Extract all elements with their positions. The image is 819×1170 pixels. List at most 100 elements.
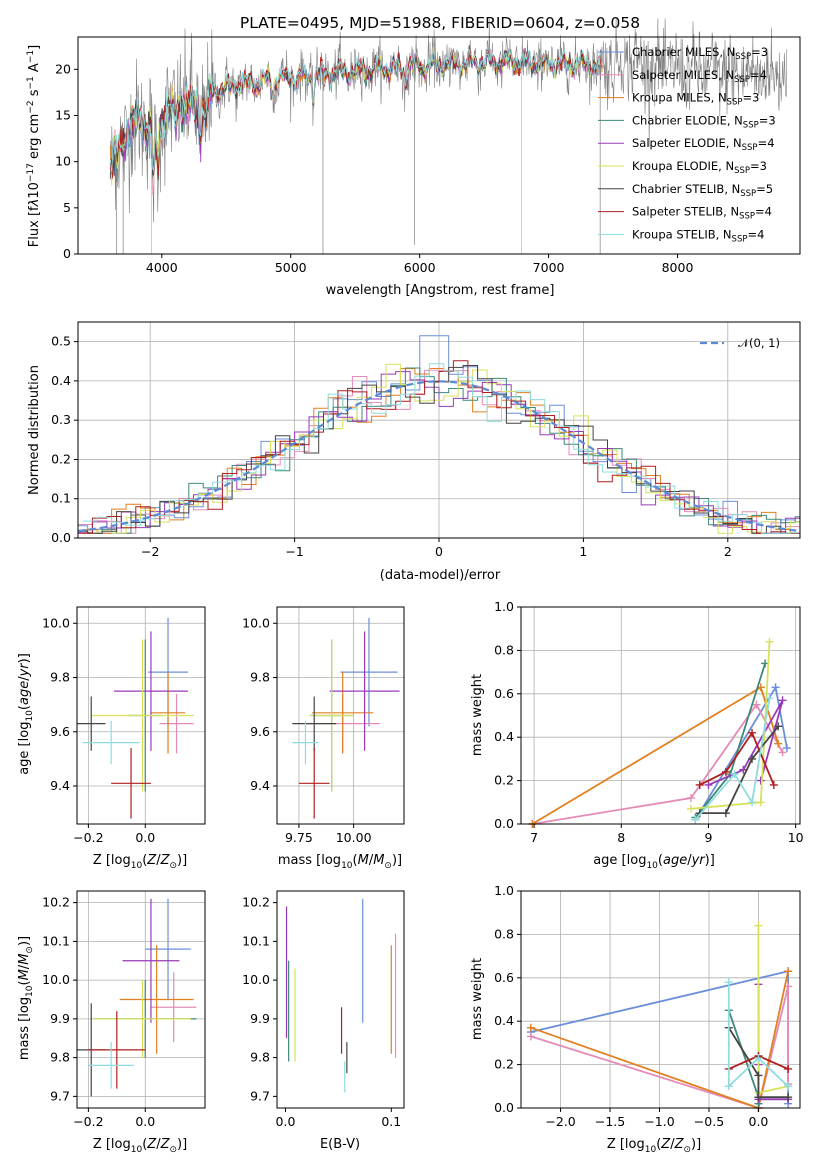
legend-entry: Kroupa ELODIE, NSSP=3 xyxy=(632,159,767,176)
weight-line xyxy=(694,697,771,821)
ebv-mass-xlabel: E(B-V) xyxy=(320,1137,360,1152)
age-weight-xlabel: age [log10(age/yr)] xyxy=(593,853,715,871)
y-tick-label: 0.4 xyxy=(494,729,514,744)
weight-marker xyxy=(691,815,700,824)
weight-marker xyxy=(771,683,780,692)
weight-marker xyxy=(687,793,696,802)
weight-marker xyxy=(756,776,765,785)
weight-marker xyxy=(724,978,733,987)
spectrum-legend: Chabrier MILES, NSSP=3 Salpeter MILES, NS… xyxy=(598,45,776,244)
Z-weight-ylabel: mass weight xyxy=(470,958,485,1040)
y-tick-label: 9.8 xyxy=(50,670,70,685)
y-tick-label: 9.8 xyxy=(250,1050,270,1065)
y-tick-label: 15 xyxy=(55,107,71,122)
x-tick-label: 7000 xyxy=(533,260,565,275)
weight-line xyxy=(727,982,789,1089)
weight-marker xyxy=(765,694,774,703)
y-tick-label: 9.9 xyxy=(250,1011,270,1026)
gaussian-curve xyxy=(77,380,801,533)
weight-marker xyxy=(752,700,761,709)
mass-age-xlabel: mass [log10(M/M⊙)] xyxy=(278,853,402,871)
x-tick-label: 9.75 xyxy=(285,830,313,845)
weight-marker xyxy=(526,1032,535,1041)
x-tick-label: −0.2 xyxy=(73,1114,103,1129)
y-tick-label: 0 xyxy=(63,246,71,261)
x-tick-label: 5000 xyxy=(275,260,307,275)
y-tick-label: 9.4 xyxy=(250,778,270,793)
y-tick-label: 9.8 xyxy=(250,670,270,685)
x-tick-label: 0 xyxy=(435,544,443,559)
y-tick-label: 0.6 xyxy=(494,970,514,985)
y-tick-label: 10.2 xyxy=(242,895,270,910)
legend-entry: Salpeter STELIB, NSSP=4 xyxy=(632,205,772,222)
x-tick-label: 10 xyxy=(788,830,804,845)
panel-frame xyxy=(520,606,801,825)
weight-marker xyxy=(754,1071,763,1080)
weight-marker xyxy=(778,748,787,757)
x-tick-label: −1.5 xyxy=(595,1114,625,1129)
y-tick-label: 0.2 xyxy=(494,1057,514,1072)
weight-marker xyxy=(784,1093,793,1102)
Z-mass-ylabel: mass [log10(M/M⊙)] xyxy=(17,936,35,1060)
weight-marker xyxy=(526,1023,535,1032)
x-tick-label: 8 xyxy=(617,830,625,845)
x-tick-label: 0.1 xyxy=(381,1114,401,1129)
x-tick-label: 8000 xyxy=(662,260,694,275)
weight-marker xyxy=(748,798,757,807)
y-tick-label: 0.4 xyxy=(494,1013,514,1028)
weight-line xyxy=(699,725,779,814)
y-tick-label: 9.8 xyxy=(50,1050,70,1065)
weight-line xyxy=(532,702,784,825)
weight-marker xyxy=(754,1093,763,1102)
residual-histogram xyxy=(78,360,800,534)
Z-mass-xlabel: Z [log10(Z/Z⊙)] xyxy=(93,1137,187,1155)
legend-entry: Salpeter MILES, NSSP=4 xyxy=(632,68,767,85)
weight-marker xyxy=(724,1082,733,1091)
x-tick-label: 10.00 xyxy=(336,830,372,845)
y-tick-label: 0.0 xyxy=(494,1100,514,1115)
x-tick-label: 0.0 xyxy=(135,1114,155,1129)
x-tick-label: 6000 xyxy=(404,260,436,275)
spectrum-xlabel: wavelength [Angstrom, rest frame] xyxy=(326,283,555,298)
y-tick-label: 0.4 xyxy=(51,373,71,388)
weight-marker xyxy=(765,637,774,646)
weight-marker xyxy=(774,722,783,731)
y-tick-label: 10 xyxy=(55,154,71,169)
x-tick-label: 7 xyxy=(530,830,538,845)
residual-histogram xyxy=(82,363,800,534)
Z-age-ylabel: age [log10(age/yr)] xyxy=(17,653,35,775)
y-tick-label: 10.0 xyxy=(42,972,70,987)
y-tick-label: 9.4 xyxy=(50,778,70,793)
y-tick-label: 0.1 xyxy=(51,491,71,506)
panel-frame xyxy=(276,606,405,825)
x-tick-label: −1 xyxy=(285,544,303,559)
y-tick-label: 10.0 xyxy=(242,615,270,630)
weight-line xyxy=(728,1027,789,1099)
weight-marker xyxy=(695,780,704,789)
x-tick-label: −2 xyxy=(141,544,159,559)
residual-histogram xyxy=(78,367,800,534)
panel-frame xyxy=(76,890,206,1109)
x-tick-label: −1.0 xyxy=(644,1114,674,1129)
legend-entry: Chabrier ELODIE, NSSP=3 xyxy=(632,113,776,130)
weight-marker xyxy=(754,1054,763,1063)
x-tick-label: 2 xyxy=(724,544,732,559)
y-tick-label: 1.0 xyxy=(494,883,514,898)
legend-entry: Chabrier MILES, NSSP=3 xyxy=(632,45,768,62)
x-tick-label: 0.0 xyxy=(749,1114,769,1129)
spectrum-panel: PLATE=0495, MJD=51988, FIBERID=0604, z=0… xyxy=(26,14,801,298)
panel-frame xyxy=(76,606,206,825)
y-tick-label: 0.3 xyxy=(51,412,71,427)
legend-entry: Kroupa MILES, NSSP=3 xyxy=(632,91,759,108)
weight-marker xyxy=(774,739,783,748)
spectrum-frame xyxy=(77,36,801,255)
y-tick-label: 1.0 xyxy=(494,599,514,614)
Z-age-panel: −0.2 0.0 9.4 9.6 9.8 10.0 xyxy=(42,606,206,845)
Z-weight-xlabel: Z [log10(Z/Z⊙)] xyxy=(607,1137,701,1155)
y-tick-label: 9.6 xyxy=(50,724,70,739)
Z-weight-panel: −2.0 −1.5 −1.0 −0.5 0.0 0.0 0.2 0.4 0.6 0.8 1.0 xyxy=(494,883,801,1129)
y-tick-label: 0.0 xyxy=(51,530,71,545)
weight-marker xyxy=(784,967,793,976)
weight-marker xyxy=(687,804,696,813)
